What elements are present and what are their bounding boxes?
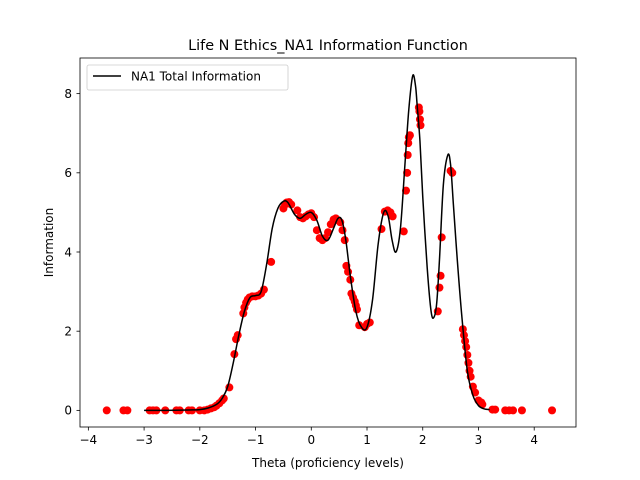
data-point [517,406,526,415]
y-tick-label: 2 [64,324,72,338]
x-tick-label: 4 [530,433,538,447]
x-tick-label: −2 [191,433,209,447]
x-tick-label: 2 [419,433,427,447]
data-point [293,206,302,215]
data-point [123,406,132,415]
total-information-line [144,74,490,412]
data-point [405,131,414,140]
plot-area [102,74,557,415]
data-point [448,168,457,177]
data-point [287,200,296,209]
axes-frame [79,57,577,428]
x-tick-label: −1 [247,433,265,447]
data-point [377,225,386,234]
legend-box [86,64,289,91]
data-point [548,406,557,415]
x-tick-label: −3 [135,433,153,447]
y-tick-label: 4 [64,245,72,259]
y-tick-label: 8 [64,87,72,101]
x-tick-label: 0 [307,433,315,447]
data-point [352,305,361,314]
data-point [399,227,408,236]
data-point [415,107,424,116]
y-tick-label: 6 [64,166,72,180]
chart-title: Life N Ethics_NA1 Information Function [188,38,468,54]
data-point [435,283,444,292]
data-point [416,121,425,130]
data-point [388,212,397,221]
x-tick-label: 1 [363,433,371,447]
y-axis-label: Information [42,208,56,277]
legend: NA1 Total Information [86,64,289,91]
data-point [491,405,500,414]
x-tick-label: 3 [475,433,483,447]
data-point [267,257,276,266]
data-point [462,343,471,352]
data-point [102,406,111,415]
x-tick-label: −4 [80,433,98,447]
data-point [461,337,470,346]
x-axis-label: Theta (proficiency levels) [251,456,404,470]
y-axis: 0 2 4 6 8 [64,87,80,418]
legend-entry: NA1 Total Information [131,70,261,84]
y-tick-label: 0 [64,404,72,418]
data-point [324,228,332,237]
data-point [219,394,228,403]
x-axis: −4 −3 −2 −1 0 1 2 3 4 [80,427,538,447]
data-point [437,233,446,242]
data-point [509,406,518,415]
